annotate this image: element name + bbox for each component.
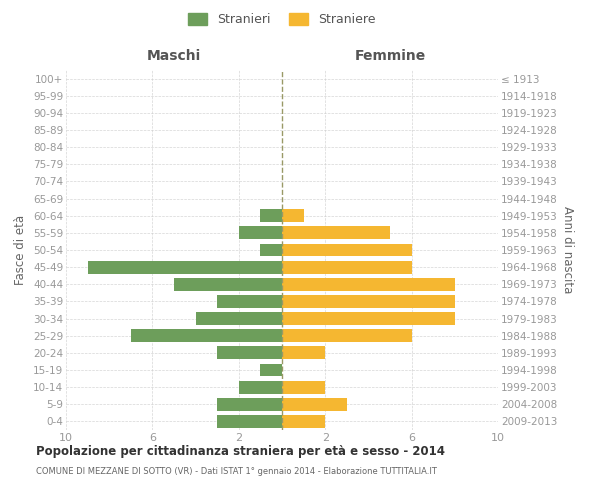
Bar <box>282 398 347 410</box>
Bar <box>217 415 282 428</box>
Bar <box>217 295 282 308</box>
Text: COMUNE DI MEZZANE DI SOTTO (VR) - Dati ISTAT 1° gennaio 2014 - Elaborazione TUTT: COMUNE DI MEZZANE DI SOTTO (VR) - Dati I… <box>36 468 437 476</box>
Bar <box>260 210 282 222</box>
Bar <box>174 278 282 290</box>
Bar <box>282 330 412 342</box>
Bar <box>282 226 390 239</box>
Bar <box>282 346 325 360</box>
Bar <box>282 295 455 308</box>
Bar <box>239 226 282 239</box>
Bar <box>217 398 282 410</box>
Text: Femmine: Femmine <box>355 49 425 63</box>
Bar <box>260 244 282 256</box>
Bar <box>282 260 412 274</box>
Bar <box>282 380 325 394</box>
Bar <box>282 244 412 256</box>
Bar <box>196 312 282 325</box>
Text: Popolazione per cittadinanza straniera per età e sesso - 2014: Popolazione per cittadinanza straniera p… <box>36 445 445 458</box>
Y-axis label: Fasce di età: Fasce di età <box>14 215 28 285</box>
Bar <box>260 364 282 376</box>
Bar <box>88 260 282 274</box>
Bar <box>282 210 304 222</box>
Bar <box>282 312 455 325</box>
Legend: Stranieri, Straniere: Stranieri, Straniere <box>184 8 380 32</box>
Bar <box>282 415 325 428</box>
Bar <box>217 346 282 360</box>
Bar <box>239 380 282 394</box>
Text: Maschi: Maschi <box>147 49 201 63</box>
Bar <box>131 330 282 342</box>
Y-axis label: Anni di nascita: Anni di nascita <box>561 206 574 294</box>
Bar <box>282 278 455 290</box>
